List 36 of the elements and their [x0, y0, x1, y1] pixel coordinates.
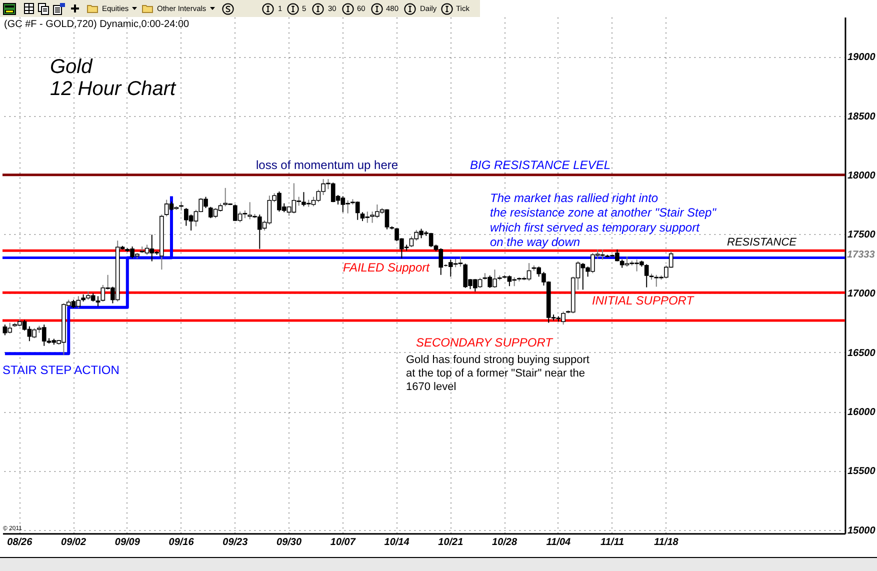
x-tick-label: 10/14: [384, 536, 410, 548]
x-tick-label: 10/28: [492, 536, 518, 548]
x-tick-label: 10/21: [438, 536, 464, 548]
x-tick-label: 10/07: [330, 536, 356, 548]
x-tick-label: 09/23: [222, 536, 248, 548]
ref-line-label: SECONDARY SUPPORT: [416, 335, 554, 350]
x-tick-label: 11/04: [546, 536, 571, 548]
annotation: Gold has found strong buying support at the top of a former "Stair" near the 1670 level: [406, 354, 590, 393]
text: Gold: [50, 56, 94, 78]
candlestick: [96, 296, 100, 307]
y-tick-label: 16000: [847, 407, 876, 418]
x-tick-label: 09/02: [61, 536, 86, 548]
ref-line-label: FAILED Support: [343, 260, 430, 275]
annotation: STAIR STEP ACTION: [2, 363, 120, 377]
x-tick-label: 11/11: [600, 536, 625, 548]
y-tick-label: 18000: [847, 170, 876, 182]
ref-line-label: BIG RESISTANCE LEVEL: [470, 158, 610, 172]
y-tick-label: 16500: [847, 348, 876, 359]
y-tick-label: 17500: [847, 230, 876, 241]
text: 12 Hour Chart: [50, 78, 178, 100]
y-tick-label: 17000: [847, 288, 876, 300]
y-tick-label: 18500: [847, 111, 876, 122]
annotation: loss of momentum up here: [256, 158, 398, 172]
annotation: The market has rallied right into the resistance zone at another "Stair Step" which first served as temporary support on the way down: [490, 191, 717, 250]
y-tick-label: 15500: [847, 466, 876, 478]
x-tick-label: 09/09: [114, 536, 140, 548]
y-tick-label: 15000: [847, 525, 876, 536]
x-tick-label: 11/18: [654, 536, 679, 548]
x-tick-label: 08/26: [7, 536, 33, 548]
x-tick-label: 09/30: [276, 536, 302, 548]
ref-line-label: INITIAL SUPPORT: [592, 294, 696, 308]
ref-line-label: RESISTANCE: [727, 236, 798, 249]
y-tick-label: 19000: [847, 52, 876, 64]
x-tick-label: 09/16: [168, 536, 194, 548]
annotation: (GC #F - GOLD,720) Dynamic,0:00-24:00: [4, 19, 190, 30]
text: 17333: [846, 250, 876, 260]
